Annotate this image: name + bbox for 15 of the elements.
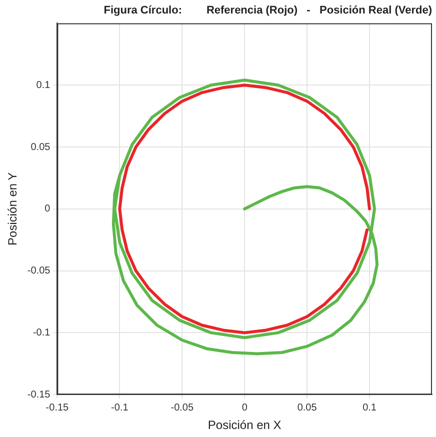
x-tick-label: 0.1 bbox=[362, 402, 377, 414]
y-tick-label: -0.1 bbox=[32, 327, 51, 338]
y-tick-label: 0.1 bbox=[36, 80, 51, 91]
x-tick-label: -0.15 bbox=[46, 402, 70, 414]
y-tick-label: -0.05 bbox=[27, 266, 51, 277]
y-tick-label: -0.15 bbox=[27, 389, 51, 400]
y-tick-label: 0 bbox=[44, 204, 51, 215]
y-tick-label: 0.05 bbox=[30, 142, 51, 153]
y-axis-title: Posición en Y bbox=[6, 172, 20, 246]
x-tick-label: -0.1 bbox=[111, 402, 129, 414]
x-tick-label: 0 bbox=[242, 402, 248, 414]
x-axis-title: Posición en X bbox=[208, 418, 282, 432]
chart-title: Figura Círculo: Referencia (Rojo) - Posición Real (Verde) bbox=[104, 4, 432, 17]
x-tick-label: 0.05 bbox=[297, 402, 318, 414]
x-tick-label: -0.05 bbox=[170, 402, 194, 414]
